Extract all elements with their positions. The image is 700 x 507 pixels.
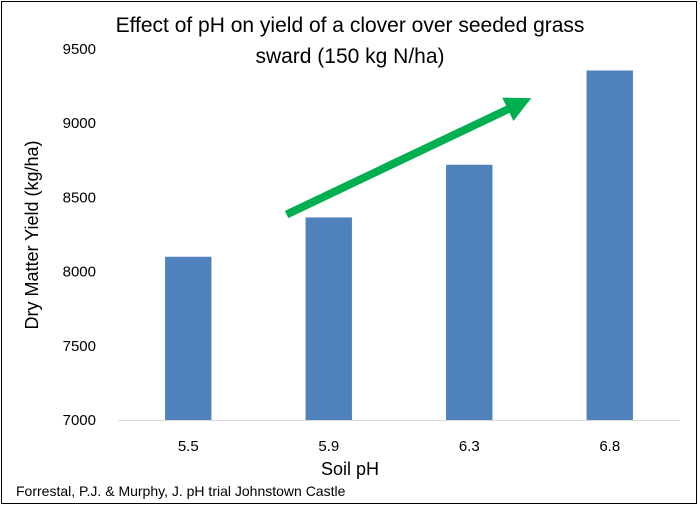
bar-6-3	[446, 164, 493, 420]
source-note: Forrestal, P.J. & Murphy, J. pH trial Jo…	[16, 483, 346, 499]
y-tick-label: 8000	[63, 264, 96, 281]
y-axis-label: Dry Matter Yield (kg/ha)	[22, 140, 42, 329]
x-tick-label: 6.8	[599, 438, 620, 455]
y-tick-label: 9000	[63, 115, 96, 132]
y-tick-label: 9500	[63, 41, 96, 58]
bar-5-5	[165, 256, 212, 420]
y-tick-label: 7500	[63, 338, 96, 355]
bar-5-9	[305, 217, 352, 420]
chart-title-line-1: Effect of pH on yield of a clover over s…	[116, 14, 585, 37]
x-tick-label: 5.5	[178, 438, 199, 455]
y-tick-label: 7000	[63, 412, 96, 429]
x-axis-ticks: 5.5 5.9 6.3 6.8	[178, 438, 620, 455]
x-tick-label: 6.3	[459, 438, 480, 455]
chart-title-line-2: sward (150 kg N/ha)	[255, 45, 444, 68]
y-axis-ticks: 7000 7500 8000 8500 9000 9500	[63, 41, 96, 429]
y-tick-label: 8500	[63, 189, 96, 206]
bar-6-8	[586, 70, 633, 420]
trend-arrow	[284, 97, 532, 219]
bars	[165, 70, 633, 420]
x-tick-label: 5.9	[318, 438, 339, 455]
x-axis-label: Soil pH	[321, 459, 379, 479]
